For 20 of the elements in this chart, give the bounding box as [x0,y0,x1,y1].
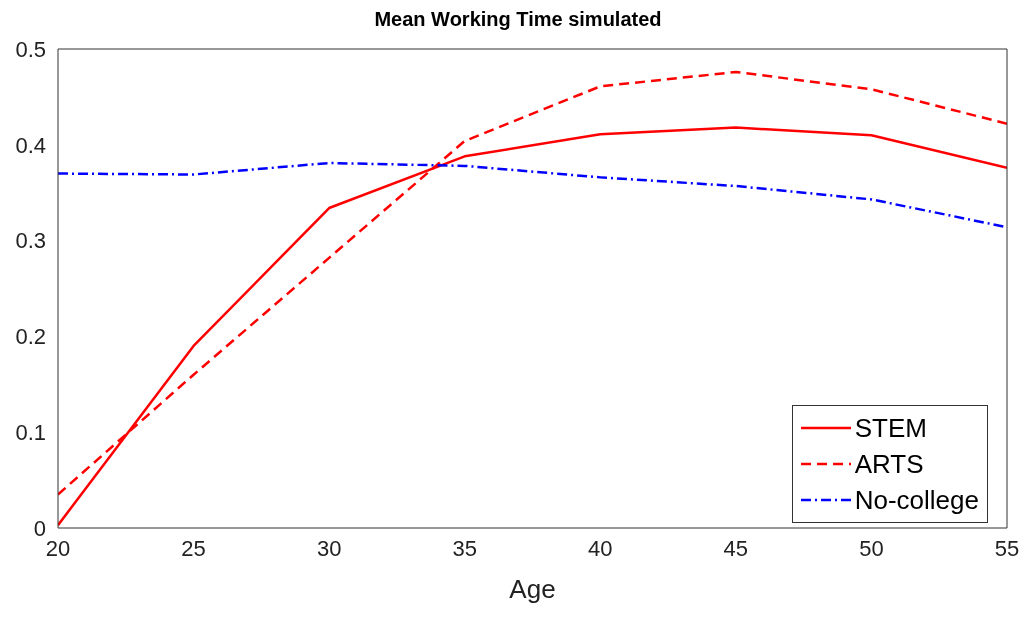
x-tick-label: 35 [452,535,477,561]
x-axis-title: Age [509,574,556,604]
x-tick-label: 55 [994,535,1020,561]
x-tick-label: 50 [859,535,884,561]
x-tick-label: 25 [181,535,206,561]
x-tick-label: 45 [723,535,749,561]
legend-label: No-college [854,484,979,516]
legend-label: ARTS [854,448,924,480]
y-tick-label: 0 [33,515,46,541]
y-tick-label: 0.4 [15,132,46,158]
x-tick-label: 30 [316,535,342,561]
y-tick-label: 0.2 [15,324,46,350]
chart-title: Mean Working Time simulated [373,8,663,31]
y-tick-label: 0.5 [15,36,46,62]
x-tick-label: 20 [45,535,71,561]
y-tick-label: 0.1 [15,420,46,446]
line-series [58,161,1007,229]
legend-label: STEM [854,412,927,444]
x-tick-label: 40 [588,535,613,561]
y-tick-label: 0.3 [15,228,46,254]
